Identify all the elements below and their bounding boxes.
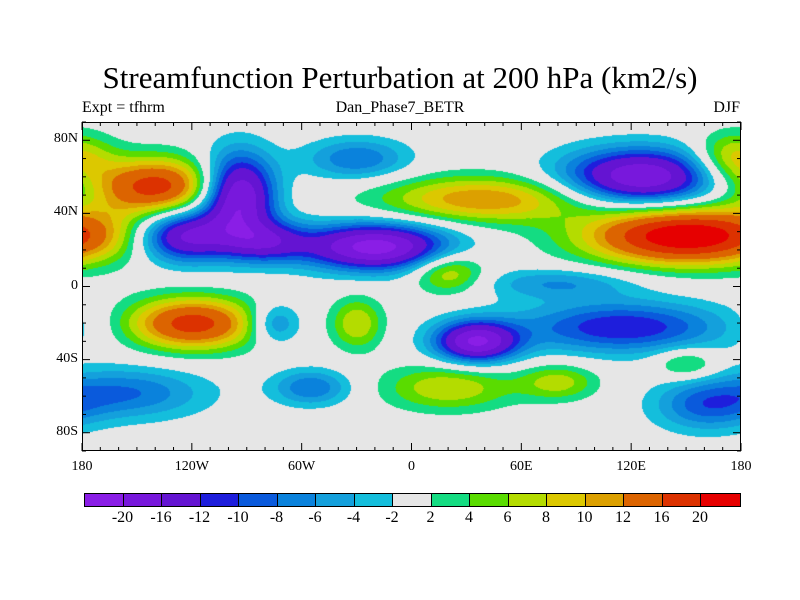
plot-title: Streamfunction Perturbation at 200 hPa (…: [102, 60, 698, 95]
colorbar-label: -10: [227, 509, 249, 526]
x-tick-label: 120W: [174, 459, 209, 474]
colorbar-label: -8: [269, 509, 284, 526]
colorbar-box: [277, 494, 316, 506]
colorbar-label: -20: [111, 509, 134, 526]
x-tick-label: 180: [71, 459, 93, 474]
y-tick-label: 80S: [56, 423, 78, 439]
colorbar-label: 2: [426, 509, 435, 526]
colorbar-box: [701, 494, 740, 506]
colorbar-box: [662, 494, 701, 506]
colorbar-box: [200, 494, 239, 506]
colorbar-box: [585, 494, 624, 506]
colorbar-box: [431, 494, 470, 506]
colorbar-label: 6: [503, 509, 512, 526]
colorbar-label: 12: [615, 509, 631, 526]
y-tick-label: 0: [71, 277, 78, 293]
colorbar-box: [162, 494, 201, 506]
colorbar-label: 8: [542, 509, 550, 526]
colorbar-box: [547, 494, 586, 506]
contour-map: [82, 122, 741, 451]
y-tick-label: 40S: [56, 350, 78, 366]
colorbar-label: -2: [385, 509, 399, 526]
colorbar-box: [624, 494, 663, 506]
colorbar-box: [85, 494, 124, 506]
x-tick-label: 0: [408, 459, 415, 474]
y-tick-label: 40N: [53, 204, 78, 220]
colorbar-box: [508, 494, 547, 506]
colorbar-label: 10: [576, 509, 593, 526]
colorbar-box: [393, 494, 432, 506]
colorbar-box: [354, 494, 393, 506]
x-tick-label: 60E: [510, 459, 533, 474]
colorbar-label: -6: [308, 509, 322, 526]
x-tick-label: 180: [730, 459, 752, 474]
colorbar-label: -16: [150, 509, 172, 526]
colorbar-box: [123, 494, 162, 506]
colorbar-label: 4: [465, 509, 473, 526]
colorbar-box: [239, 494, 278, 506]
right-subtitle: DJF: [713, 99, 740, 116]
colorbar-box: [316, 494, 355, 506]
colorbar: [84, 493, 741, 507]
colorbar-label: 16: [653, 509, 670, 526]
colorbar-box: [470, 494, 509, 506]
x-tick-label: 60W: [288, 459, 316, 474]
colorbar-label: 20: [692, 509, 708, 526]
y-tick-label: 80N: [53, 131, 78, 147]
left-subtitle: Expt = tfhrm: [82, 99, 165, 116]
center-subtitle: Dan_Phase7_BETR: [335, 99, 465, 116]
colorbar-label: -12: [188, 509, 211, 526]
x-tick-label: 120E: [616, 459, 646, 474]
colorbar-label: -4: [346, 509, 361, 526]
